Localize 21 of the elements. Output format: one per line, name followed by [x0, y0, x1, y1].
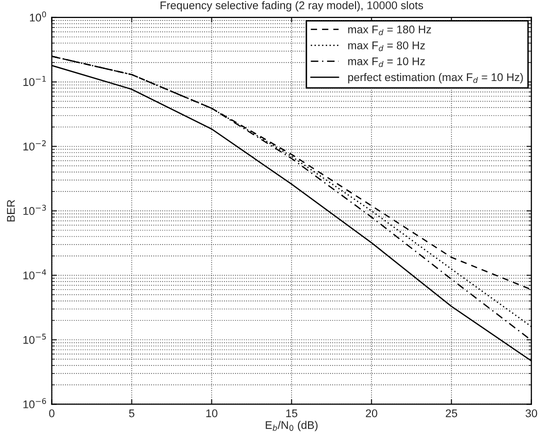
y-tick-label: 10$^{0}$	[30, 11, 46, 22]
x-axis-title: E$_{b}$/N$_{0}$ (dB)	[266, 420, 318, 432]
legend-label: max F$_{d}$ = 180 Hz	[348, 26, 432, 36]
x-tick-label: 20	[366, 409, 378, 418]
y-axis-title: BER	[7, 200, 15, 222]
legend-label: max F$_{d}$ = 10 Hz	[348, 57, 425, 68]
chart-title: Frequency selective fading (2 ray model), 10000 slots	[160, 1, 424, 12]
x-tick-label: 5	[129, 409, 134, 418]
y-tick-label: 10$^{−6}$	[23, 398, 46, 408]
y-tick-label: 10$^{−4}$	[23, 269, 46, 280]
y-tick-label: 10$^{−1}$	[23, 76, 46, 86]
y-tick-label: 10$^{−5}$	[23, 334, 46, 344]
x-tick-label: 0	[49, 409, 54, 418]
legend-label: perfect estimation (max F$_{d}$ = 10 Hz)	[348, 72, 523, 84]
x-tick-label: 30	[526, 409, 538, 418]
x-tick-label: 10	[206, 409, 218, 418]
x-tick-label: 15	[286, 409, 298, 418]
y-tick-label: 10$^{−2}$	[23, 140, 46, 150]
y-tick-label: 10$^{−3}$	[23, 204, 46, 215]
x-tick-label: 25	[446, 409, 458, 418]
legend-label: max F$_{d}$ = 80 Hz	[348, 41, 425, 52]
